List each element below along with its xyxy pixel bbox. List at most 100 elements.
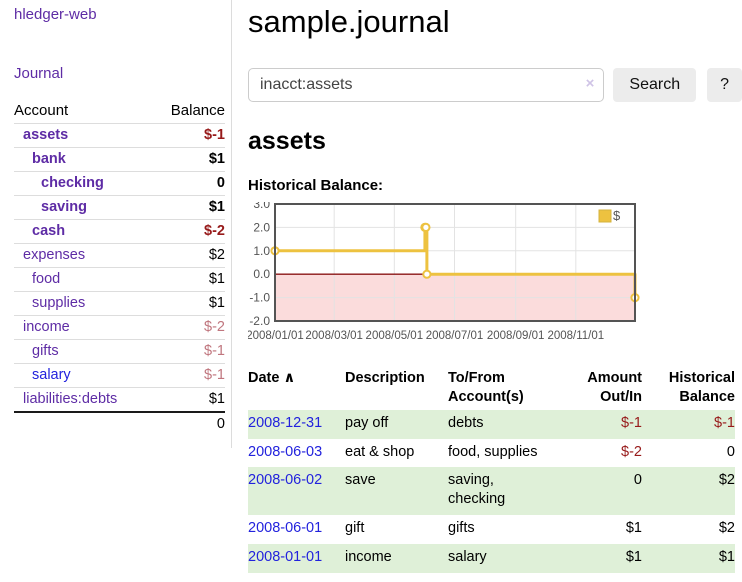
legend-swatch	[598, 209, 612, 223]
account-balance: $-1	[152, 363, 225, 388]
account-row: expenses $2	[14, 243, 225, 268]
account-row: saving $1	[14, 195, 225, 220]
account-balance: $-2	[152, 219, 225, 244]
transaction-date-link[interactable]: 2008-06-02	[248, 472, 323, 489]
account-row: assets $-1	[14, 123, 225, 148]
account-row: bank $1	[14, 147, 225, 172]
accounts-header-account: Account	[14, 99, 153, 124]
transaction-date[interactable]: 2008-01-01	[248, 544, 345, 573]
account-link[interactable]: expenses	[23, 247, 86, 263]
x-tick-label: 2008/11/01	[547, 330, 604, 342]
search-bar: × Search ?	[248, 68, 742, 102]
sort-ascending-icon: ∧	[283, 370, 296, 386]
sidebar: hledger-web Journal Account Balance asse…	[0, 0, 232, 448]
transaction-amount: $1	[625, 520, 642, 537]
account-balance: $-2	[152, 315, 225, 340]
accounts-total-balance: 0	[216, 416, 225, 432]
transaction-date[interactable]: 2008-12-31	[248, 410, 345, 439]
register-header-balance: Historical Balance	[668, 370, 735, 405]
search-box: ×	[248, 68, 605, 102]
plot-border	[274, 203, 636, 322]
transaction-accounts: salary	[448, 548, 487, 565]
y-tick-label: 2.0	[253, 220, 270, 234]
transaction-description: save	[345, 472, 376, 489]
transaction-description: income	[345, 548, 392, 565]
transaction-description: eat & shop	[345, 443, 415, 460]
y-tick-label: -2.0	[249, 314, 270, 328]
transaction-amount: $1	[625, 548, 642, 565]
x-tick-label: 2008/01/01	[248, 330, 304, 342]
account-link[interactable]: salary	[32, 367, 71, 383]
transaction-accounts: saving, checking	[448, 472, 506, 508]
account-link[interactable]: cash	[32, 223, 66, 239]
app-title-link[interactable]: hledger-web	[14, 6, 97, 23]
account-link[interactable]: income	[23, 319, 70, 335]
account-link[interactable]: supplies	[32, 295, 86, 311]
account-link[interactable]: saving	[41, 199, 87, 215]
search-input[interactable]	[248, 68, 605, 102]
x-tick-label: 2008/07/01	[426, 330, 484, 342]
transaction-accounts: gifts	[448, 520, 475, 537]
transaction-date-link[interactable]: 2008-06-01	[248, 520, 323, 537]
help-button[interactable]: ?	[707, 68, 742, 102]
account-balance: $1	[152, 147, 225, 172]
transaction-amount: $-2	[621, 443, 642, 460]
account-link[interactable]: liabilities:debts	[23, 391, 118, 407]
account-row: income $-2	[14, 315, 225, 340]
y-tick-label: 1.0	[253, 244, 270, 258]
balance-chart[interactable]: $3.0 2.0 1.0 0.0 -1.0 -2.0 2008/01/01 2008/03/0…	[246, 197, 742, 353]
account-row: supplies $1	[14, 291, 225, 316]
transaction-description: pay off	[345, 414, 389, 431]
x-tick-label: 2008/05/01	[366, 330, 424, 342]
search-button[interactable]: Search	[613, 68, 697, 102]
accounts-table: Account Balance assets $-1 bank $1 checking 0…	[14, 99, 225, 436]
account-balance: $1	[152, 195, 225, 220]
account-row: salary $-1	[14, 363, 225, 388]
transaction-row[interactable]: 2008-06-01 gift gifts $1 $2	[248, 515, 735, 544]
account-row: food $1	[14, 267, 225, 292]
account-link[interactable]: gifts	[32, 343, 59, 359]
account-link[interactable]: assets	[23, 127, 69, 143]
y-tick-label: 3.0	[253, 202, 270, 211]
transaction-row[interactable]: 2008-01-01 income salary $1 $1	[248, 543, 735, 573]
transaction-date-link[interactable]: 2008-01-01	[248, 548, 323, 565]
x-tick-label: 2008/09/01	[487, 330, 545, 342]
transaction-amount: 0	[633, 472, 642, 489]
transaction-amount: $-1	[621, 414, 642, 431]
transaction-date[interactable]: 2008-06-02	[248, 467, 345, 515]
register-header-row: Date ∧ Description To/From Account(s) Am…	[248, 367, 735, 410]
transaction-date[interactable]: 2008-06-03	[248, 439, 345, 468]
chart-title: Historical Balance:	[248, 177, 384, 194]
transaction-date[interactable]: 2008-06-01	[248, 515, 345, 544]
account-row: liabilities:debts $1	[14, 387, 225, 413]
data-point-marker	[422, 269, 432, 279]
account-row: checking 0	[14, 171, 225, 196]
account-row: gifts $-1	[14, 339, 225, 364]
transaction-row[interactable]: 2008-06-03 eat & shop food, supplies $-2 0	[248, 439, 735, 468]
transaction-date-link[interactable]: 2008-12-31	[248, 414, 323, 431]
transaction-row[interactable]: 2008-12-31 pay off debts $-1 $-1	[248, 409, 735, 439]
account-balance: $1	[152, 291, 225, 316]
register-header-amount: Amount Out/In	[587, 370, 642, 405]
accounts-table-header-row: Account Balance	[14, 99, 225, 124]
transaction-balance: $-1	[714, 414, 735, 431]
clear-search-icon[interactable]: ×	[585, 75, 595, 92]
account-heading: assets	[248, 127, 326, 155]
account-balance: $2	[152, 243, 225, 268]
register-header-accounts: To/From Account(s)	[448, 370, 524, 405]
account-link[interactable]: checking	[41, 175, 104, 191]
account-link[interactable]: food	[32, 271, 61, 287]
register-header-date[interactable]: Date ∧	[248, 370, 296, 386]
transaction-date-link[interactable]: 2008-06-03	[248, 443, 323, 460]
transaction-balance: $2	[718, 520, 735, 537]
y-tick-label: 0.0	[253, 267, 270, 281]
account-balance: $1	[152, 267, 225, 292]
data-point-marker	[421, 222, 431, 232]
page-title: sample.journal	[248, 4, 450, 39]
transaction-row[interactable]: 2008-06-02 save saving, checking 0 $2	[248, 467, 735, 516]
account-link[interactable]: bank	[32, 151, 66, 167]
transaction-accounts: debts	[448, 414, 484, 431]
x-tick-label: 2008/03/01	[305, 330, 363, 342]
sidebar-item-journal[interactable]: Journal	[14, 65, 64, 82]
y-tick-label: -1.0	[249, 291, 270, 305]
